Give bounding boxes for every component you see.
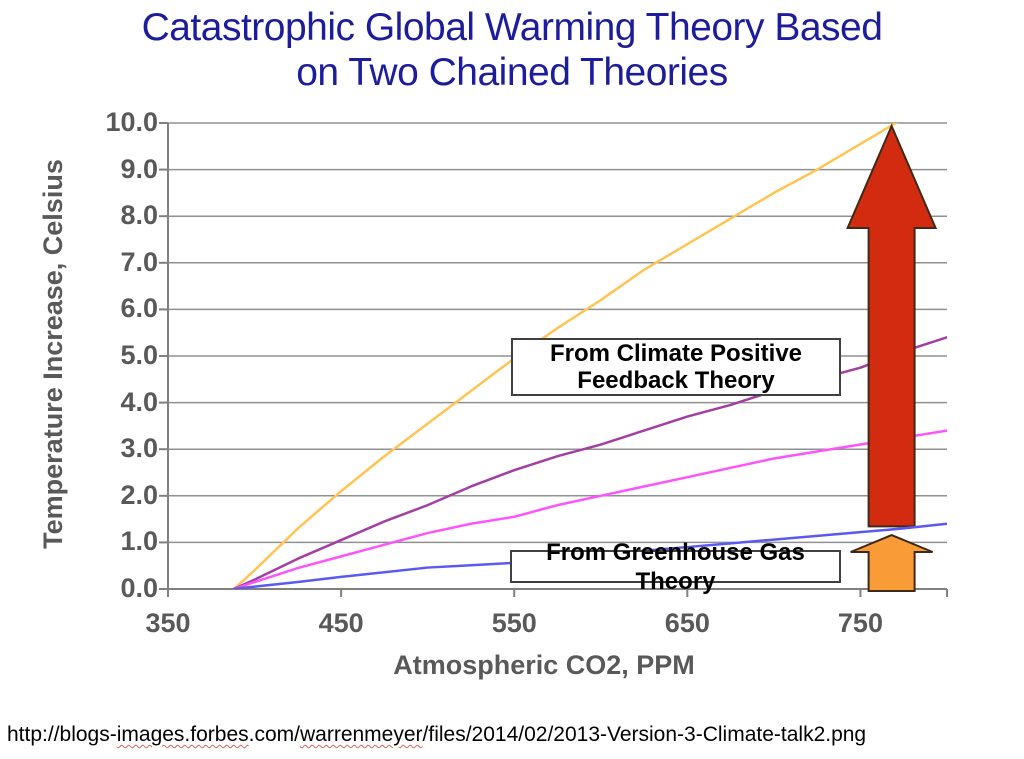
x-axis-title: Atmospheric CO2, PPM (393, 650, 695, 680)
series-line-feedback-high (232, 123, 899, 589)
y-tick-label-10.0: 10.0 (105, 107, 158, 137)
x-tick-label-650: 650 (664, 608, 710, 638)
y-tick-label-6.0: 6.0 (120, 293, 158, 324)
y-tick-label-0.0: 0.0 (120, 573, 158, 603)
source-url: http://blogs-images.forbes.com/warrenmey… (7, 723, 1021, 747)
y-tick-label-5.0: 5.0 (120, 340, 158, 370)
series-line-feedback-low (232, 429, 947, 589)
x-tick-label-550: 550 (491, 608, 537, 638)
y-tick-label-7.0: 7.0 (120, 246, 158, 277)
source-url-part3: /files/2014/02/2013-Version-3-Climate-ta… (422, 723, 867, 746)
y-tick-label-3.0: 3.0 (120, 433, 158, 464)
source-url-part2: .com/ (248, 723, 300, 746)
feedback-theory-callout-line1: From Climate Positive (549, 340, 803, 367)
chart-title-line1: Catastrophic Global Warming Theory Based (141, 6, 883, 49)
source-url-misspelled2: warrenmeyer (299, 723, 423, 746)
orange-up-arrow (850, 533, 933, 592)
greenhouse-theory-callout: From Greenhouse Gas Theory (510, 539, 841, 595)
source-url-misspelled1: images.forbes (116, 723, 249, 746)
y-tick-label-2.0: 2.0 (120, 479, 158, 510)
feedback-theory-callout: From Climate Positive Feedback Theory (511, 338, 841, 396)
greenhouse-theory-callout-text: From Greenhouse Gas Theory (546, 538, 805, 595)
chart-title: Catastrophic Global Warming Theory Based… (0, 5, 1024, 95)
red-up-arrow (846, 123, 938, 528)
y-tick-label-9.0: 9.0 (120, 153, 158, 184)
feedback-theory-callout-line2: Feedback Theory (577, 367, 775, 394)
source-url-part1: http://blogs- (7, 723, 117, 746)
y-tick-label-4.0: 4.0 (120, 386, 158, 417)
y-tick-label-1.0: 1.0 (120, 526, 158, 557)
chart-title-line2: on Two Chained Theories (296, 51, 728, 94)
x-tick-label-450: 450 (318, 608, 364, 638)
x-tick-label-350: 350 (145, 608, 191, 638)
x-tick-label-750: 750 (837, 608, 883, 638)
y-tick-label-8.0: 8.0 (120, 200, 158, 231)
